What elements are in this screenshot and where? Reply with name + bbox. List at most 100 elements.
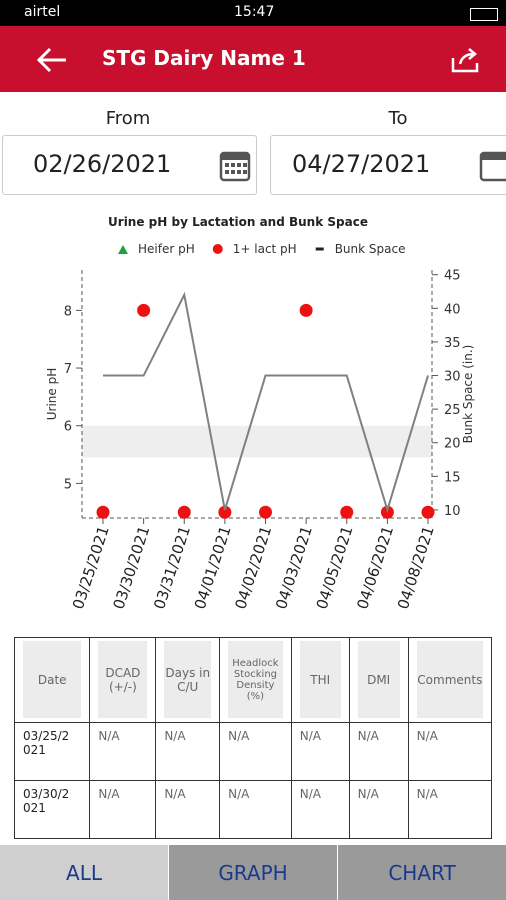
cell-text: N/A — [164, 729, 186, 743]
legend-label: Bunk Space — [335, 242, 406, 256]
table-cell: N/A — [290, 780, 350, 839]
cell-text: N/A — [98, 787, 120, 801]
table-row: 03/30/2021 N/A N/A N/A N/A N/A N/A — [13, 780, 493, 839]
header-text: DCAD (+/-) — [98, 641, 148, 718]
tab-graph[interactable]: GRAPH — [169, 845, 337, 900]
y-axis-label: Urine pH — [45, 368, 59, 421]
header-text: DMI — [357, 641, 400, 718]
y2-tick-label: 40 — [444, 302, 461, 317]
cell-text: N/A — [299, 787, 321, 801]
table-cell: 03/25/2021 — [13, 722, 91, 781]
tab-label: CHART — [388, 860, 456, 885]
table-cell: N/A — [219, 722, 292, 781]
from-date[interactable]: 02/26/2021 — [2, 135, 257, 195]
y2-tick-label: 35 — [444, 336, 461, 351]
header-cell: Days in C/U — [155, 637, 221, 723]
table-cell: N/A — [219, 780, 292, 839]
app-bar: STG Dairy Name 1 — [0, 26, 506, 92]
to-date-text: 04/27/2021 — [292, 150, 431, 178]
x-tick-label: 04/03/2021 — [272, 524, 316, 612]
table-cell: N/A — [155, 722, 221, 781]
header-text: THI — [299, 641, 341, 718]
share-button[interactable] — [450, 48, 480, 74]
cell-text: 03/25/2021 — [23, 729, 70, 757]
lact-point — [96, 505, 110, 519]
table-cell: N/A — [348, 722, 409, 781]
header-row: Date DCAD (+/-) Days in C/U Headlock Stocki… — [13, 637, 493, 723]
header-text: Comments — [416, 641, 483, 718]
lact-point — [299, 303, 313, 317]
table-cell: N/A — [407, 722, 493, 781]
status-bar: airtel 15:47 — [0, 0, 506, 26]
data-table: Date DCAD (+/-) Days in C/U Headlock Stocki… — [13, 637, 493, 839]
lact-point — [137, 303, 151, 317]
table-cell: N/A — [290, 722, 350, 781]
tab-all[interactable]: ALL — [0, 845, 168, 900]
y-tick-label: 7 — [64, 362, 72, 377]
from-date-text: 02/26/2021 — [33, 150, 172, 178]
carrier: airtel — [24, 4, 61, 20]
legend-label: 1+ lact pH — [233, 242, 297, 256]
calendar-icon — [219, 151, 251, 182]
lact-point — [177, 505, 191, 519]
cell-text: N/A — [98, 729, 120, 743]
table-cell: N/A — [407, 780, 493, 839]
tab-label: GRAPH — [218, 860, 288, 885]
tab-label: ALL — [66, 860, 102, 885]
x-tick-label: 03/31/2021 — [150, 524, 194, 612]
x-tick-label: 03/25/2021 — [69, 524, 113, 612]
to-label: To — [388, 108, 408, 129]
cell-text: N/A — [357, 729, 379, 743]
lact-point — [259, 505, 272, 519]
table-cell: N/A — [348, 780, 409, 839]
lact-point — [218, 505, 232, 519]
legend-marker — [212, 244, 223, 254]
x-tick-label: 04/01/2021 — [191, 524, 235, 612]
cell-text: N/A — [416, 787, 438, 801]
header-cell: DCAD (+/-) — [89, 637, 157, 723]
y2-tick-label: 45 — [444, 269, 461, 284]
header-text: Days in C/U — [164, 641, 212, 718]
header-cell: DMI — [348, 637, 409, 723]
lact-point — [421, 505, 435, 519]
header-text: Headlock Stocking Density (%) — [228, 641, 283, 718]
table-row: 03/25/2021 N/A N/A N/A N/A N/A N/A — [13, 722, 493, 781]
cell-text: N/A — [357, 787, 379, 801]
calendar-icon — [479, 151, 506, 182]
table-cell: N/A — [89, 722, 157, 781]
header-cell: Headlock Stocking Density (%) — [219, 637, 292, 723]
lact-point — [340, 505, 354, 519]
table-cell: N/A — [89, 780, 157, 839]
x-tick-label: 04/05/2021 — [313, 524, 357, 612]
back-button[interactable] — [36, 46, 68, 74]
header-text: Date — [23, 641, 82, 718]
table-cell: 03/30/2021 — [13, 780, 91, 839]
y2-tick-label: 10 — [444, 504, 461, 519]
y-tick-label: 5 — [64, 477, 72, 492]
x-tick-label: 04/06/2021 — [353, 524, 397, 612]
y2-tick-label: 30 — [444, 370, 461, 385]
x-tick-label: 04/08/2021 — [394, 524, 438, 612]
x-tick-label: 03/30/2021 — [110, 524, 154, 612]
y2-tick-label: 25 — [444, 403, 461, 418]
from-label: From — [105, 108, 151, 129]
header-cell: THI — [290, 637, 350, 723]
cell-text: N/A — [299, 729, 321, 743]
y-tick-label: 6 — [64, 420, 72, 435]
legend-label: Heifer pH — [138, 242, 195, 256]
chart: Urine pH by Lactation and Bunk Space Hei… — [45, 215, 475, 612]
header-cell: Comments — [407, 637, 493, 723]
header-cell: Date — [13, 637, 91, 723]
tab-chart[interactable]: CHART — [338, 845, 506, 900]
x-tick-label: 04/02/2021 — [231, 524, 275, 612]
to-date[interactable]: 04/27/2021 — [270, 135, 506, 195]
y-tick-label: 8 — [64, 304, 72, 319]
chart-title: Urine pH by Lactation and Bunk Space — [108, 215, 368, 229]
y2-tick-label: 20 — [444, 437, 461, 452]
target-band — [82, 425, 432, 458]
y2-tick-label: 15 — [444, 470, 461, 485]
clock: 15:47 — [234, 4, 275, 20]
battery — [470, 8, 498, 21]
cell-text: N/A — [416, 729, 438, 743]
